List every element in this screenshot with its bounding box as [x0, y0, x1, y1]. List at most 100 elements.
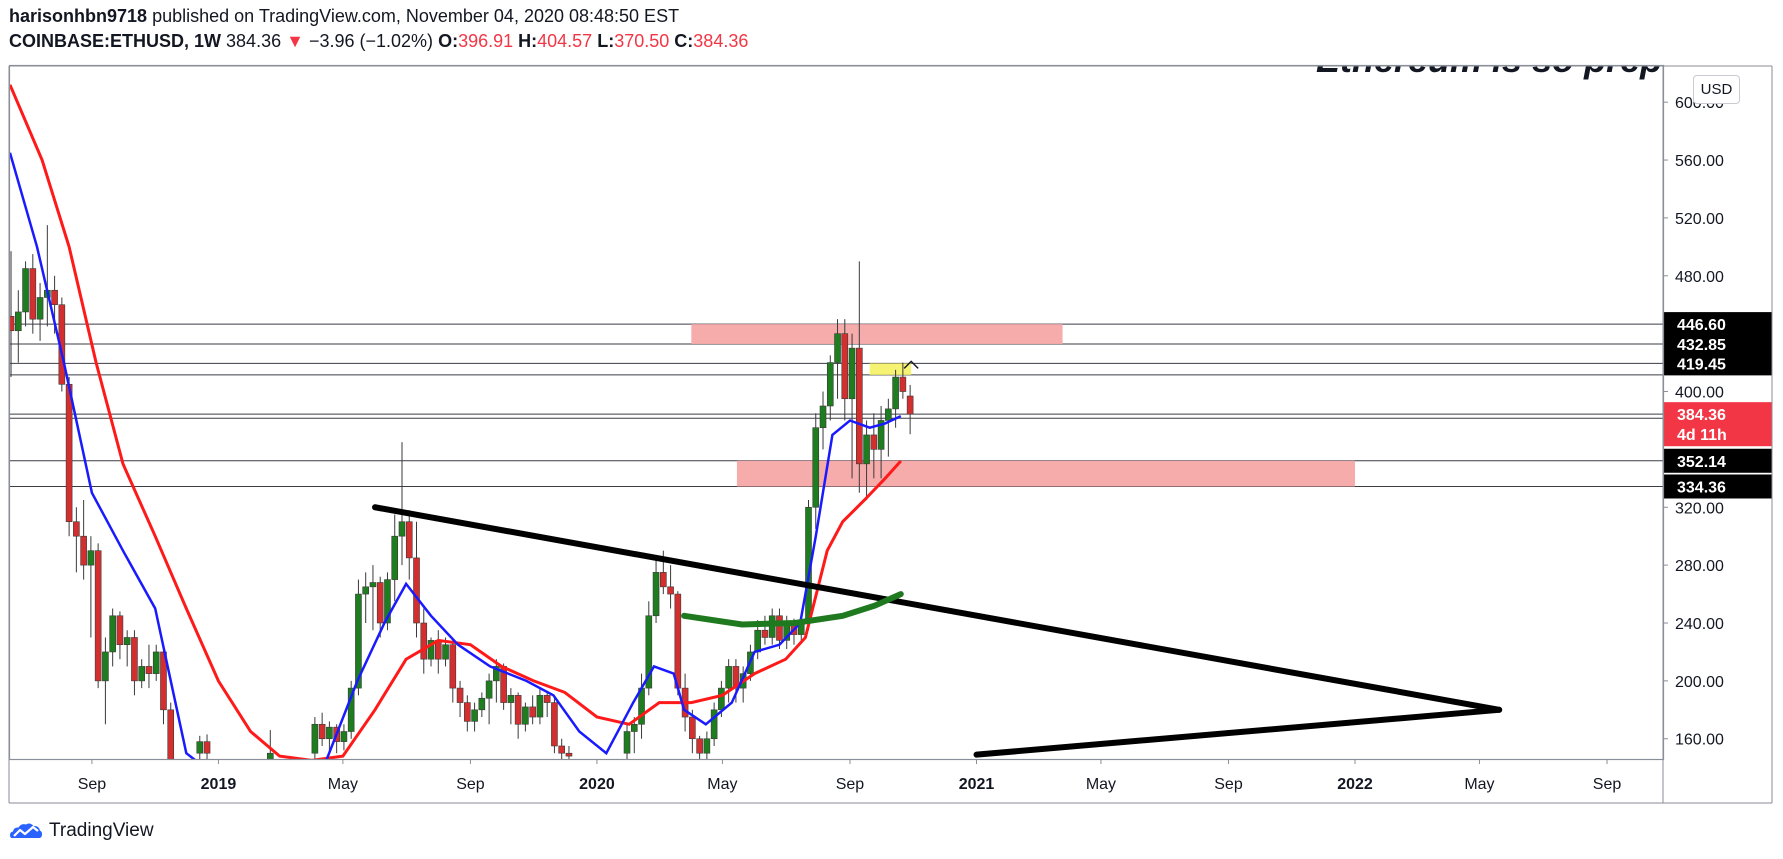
x-tick-label: 2021 [959, 776, 995, 793]
candle[interactable] [630, 717, 638, 754]
candle[interactable] [131, 630, 138, 696]
candle[interactable] [22, 261, 29, 327]
candle[interactable] [906, 384, 914, 435]
currency-button[interactable]: USD [1693, 75, 1740, 104]
candle[interactable] [449, 640, 457, 703]
candle[interactable] [870, 413, 878, 479]
candle[interactable] [863, 420, 870, 501]
price-label[interactable]: 419.45 [1664, 351, 1772, 376]
candle[interactable] [507, 688, 515, 725]
candle[interactable] [565, 745, 573, 768]
candle[interactable] [776, 608, 783, 650]
candle[interactable] [493, 659, 500, 703]
candle[interactable] [266, 730, 274, 782]
candle[interactable] [405, 510, 413, 580]
candle[interactable] [427, 637, 435, 667]
candle[interactable] [689, 709, 696, 754]
candle[interactable] [536, 688, 544, 725]
candle[interactable] [398, 442, 406, 566]
candle-body-up [718, 687, 725, 711]
candle[interactable] [8, 251, 15, 378]
candle[interactable] [848, 333, 856, 479]
candle[interactable] [145, 644, 153, 689]
candle[interactable] [420, 608, 428, 674]
candle[interactable] [326, 721, 333, 754]
candle[interactable] [109, 608, 116, 667]
candle[interactable] [362, 572, 369, 624]
candle[interactable] [652, 557, 660, 624]
candle[interactable] [812, 413, 820, 529]
candle[interactable] [391, 514, 399, 602]
candle[interactable] [826, 355, 834, 421]
candle[interactable] [167, 702, 175, 783]
candle[interactable] [311, 717, 319, 760]
candle[interactable] [471, 702, 478, 732]
candle[interactable] [14, 290, 22, 363]
candle-body-up [427, 640, 435, 660]
candle[interactable] [116, 611, 124, 660]
candle-body-up [485, 680, 493, 699]
candle[interactable] [485, 673, 493, 725]
green-curve[interactable] [681, 591, 904, 628]
candle[interactable] [80, 500, 87, 580]
candle[interactable] [376, 576, 384, 638]
price-label[interactable]: 384.36 [1664, 402, 1772, 427]
candle[interactable] [819, 391, 827, 450]
candle[interactable] [841, 319, 849, 421]
candle[interactable] [29, 254, 37, 334]
trendline-0[interactable] [372, 504, 1503, 713]
trendline-1[interactable] [973, 706, 1503, 758]
zone-rect-0[interactable] [691, 324, 1063, 344]
y-tick-label: 280.00 [1675, 558, 1724, 575]
price-label[interactable]: 334.36 [1664, 474, 1772, 499]
candle[interactable] [877, 405, 885, 479]
candle[interactable] [529, 695, 536, 725]
candle[interactable] [703, 731, 711, 768]
candle[interactable] [94, 543, 102, 689]
candle[interactable] [834, 319, 841, 399]
zone-rect-1[interactable] [736, 460, 1356, 487]
candle[interactable] [318, 712, 326, 746]
candle[interactable] [551, 695, 558, 754]
candle[interactable] [87, 536, 95, 638]
candle[interactable] [347, 680, 355, 739]
candle[interactable] [36, 283, 44, 341]
candle[interactable] [645, 601, 653, 696]
candle[interactable] [138, 659, 146, 689]
candle[interactable] [623, 724, 631, 760]
candle[interactable] [456, 680, 464, 718]
candle[interactable] [340, 724, 348, 751]
candle[interactable] [710, 702, 718, 746]
candle[interactable] [203, 734, 211, 760]
ema-fast-line[interactable] [10, 152, 902, 790]
candle[interactable] [384, 572, 391, 631]
candle[interactable] [196, 735, 204, 768]
candle[interactable] [899, 362, 907, 399]
price-label[interactable]: 352.14 [1664, 448, 1772, 473]
ema-slow-line[interactable] [10, 84, 902, 761]
candle[interactable] [123, 630, 131, 667]
candle[interactable] [696, 735, 703, 768]
candle[interactable] [885, 398, 892, 457]
candle-body-up [347, 687, 355, 732]
candle[interactable] [522, 702, 529, 732]
candle[interactable] [464, 695, 471, 732]
candle[interactable] [152, 644, 160, 681]
zone-rect-2[interactable] [869, 363, 912, 375]
plot-area[interactable] [10, 66, 1663, 759]
candle[interactable] [667, 565, 674, 609]
candle[interactable] [856, 261, 863, 493]
candle[interactable] [725, 659, 732, 703]
candle[interactable] [558, 738, 565, 761]
candle[interactable] [413, 521, 420, 638]
tradingview-logo[interactable]: TradingView [9, 820, 154, 842]
candle[interactable] [73, 507, 80, 573]
candle[interactable] [478, 692, 486, 718]
candle[interactable] [102, 637, 109, 725]
candle[interactable] [761, 615, 769, 645]
candle[interactable] [543, 692, 551, 718]
candle[interactable] [514, 692, 522, 739]
candle[interactable] [369, 565, 377, 631]
price-label[interactable]: 4d 11h [1664, 422, 1772, 447]
